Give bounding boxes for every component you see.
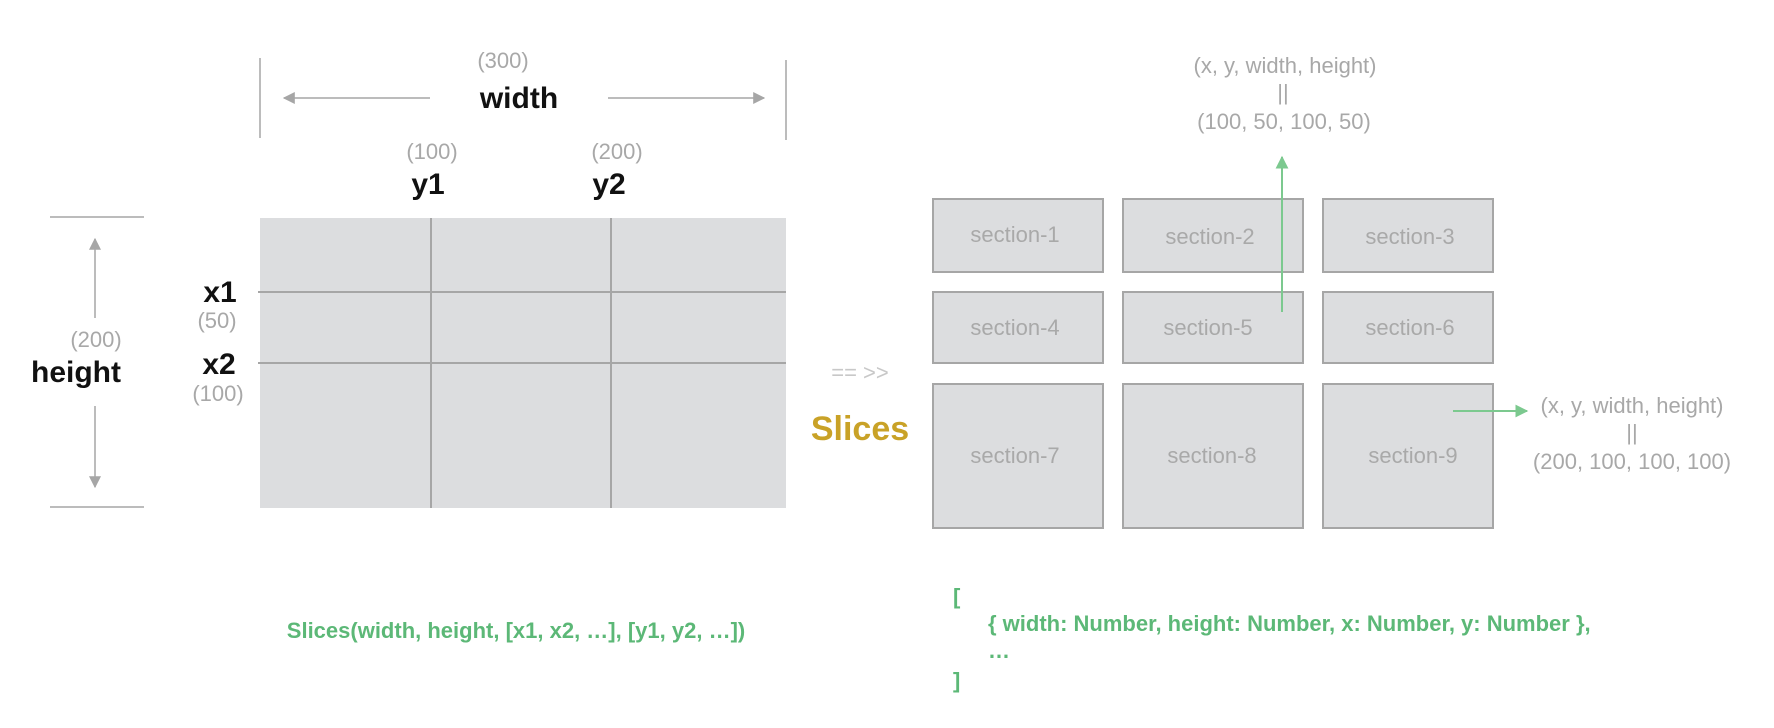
section-3-label: section-3 bbox=[1365, 224, 1454, 249]
section-5: section-5 bbox=[1122, 291, 1304, 364]
x2-label: x2 bbox=[202, 348, 235, 381]
section-9-box bbox=[1322, 383, 1494, 529]
section-1: section-1 bbox=[932, 198, 1104, 273]
result-open-bracket: [ bbox=[953, 584, 961, 609]
x2-value: (100) bbox=[192, 381, 243, 406]
width-value: (300) bbox=[477, 48, 528, 73]
section-4: section-4 bbox=[932, 291, 1104, 364]
section-6-box bbox=[1322, 291, 1494, 364]
y1-label: y1 bbox=[411, 168, 444, 201]
result-ellipsis: … bbox=[988, 638, 1010, 663]
height-value: (200) bbox=[70, 327, 121, 352]
section-6-label: section-6 bbox=[1365, 315, 1454, 340]
section-9-label: section-9 bbox=[1368, 443, 1457, 468]
section-8-box bbox=[1122, 383, 1304, 529]
section-3-box bbox=[1322, 198, 1494, 273]
section-2: section-2 bbox=[1122, 198, 1304, 273]
section-1-label: section-1 bbox=[970, 222, 1059, 247]
top-annotation-line2: || bbox=[1277, 80, 1288, 105]
height-label: height bbox=[31, 356, 121, 389]
section-5-label: section-5 bbox=[1163, 315, 1252, 340]
y2-label: y2 bbox=[592, 168, 625, 201]
section-4-box bbox=[932, 291, 1104, 364]
section-6: section-6 bbox=[1322, 291, 1494, 364]
right-annotation-line1: (x, y, width, height) bbox=[1541, 393, 1724, 418]
right-annotation-line3: (200, 100, 100, 100) bbox=[1533, 449, 1731, 474]
section-7-box bbox=[932, 383, 1104, 529]
y2-value: (200) bbox=[591, 139, 642, 164]
section-5-box bbox=[1122, 291, 1304, 364]
top-annotation-line1: (x, y, width, height) bbox=[1194, 53, 1377, 78]
function-signature: Slices(width, height, [x1, x2, …], [y1, … bbox=[287, 618, 745, 643]
section-8: section-8 bbox=[1122, 383, 1304, 529]
transform-arrow: == >> bbox=[831, 360, 889, 385]
result-close-bracket: ] bbox=[953, 668, 960, 693]
section-7: section-7 bbox=[932, 383, 1104, 529]
slices-title: Slices bbox=[811, 410, 909, 448]
x1-label: x1 bbox=[203, 276, 236, 309]
right-annotation-line2: || bbox=[1626, 420, 1637, 445]
x1-value: (50) bbox=[197, 308, 236, 333]
section-2-label: section-2 bbox=[1165, 224, 1254, 249]
section-1-box bbox=[932, 198, 1104, 273]
width-label: width bbox=[479, 82, 558, 115]
top-annotation-line3: (100, 50, 100, 50) bbox=[1197, 109, 1371, 134]
section-8-label: section-8 bbox=[1167, 443, 1256, 468]
result-item: { width: Number, height: Number, x: Numb… bbox=[988, 611, 1591, 636]
section-3: section-3 bbox=[1322, 198, 1494, 273]
section-4-label: section-4 bbox=[970, 315, 1059, 340]
section-9: section-9 bbox=[1322, 383, 1494, 529]
section-7-label: section-7 bbox=[970, 443, 1059, 468]
section-2-box bbox=[1122, 198, 1304, 273]
y1-value: (100) bbox=[406, 139, 457, 164]
